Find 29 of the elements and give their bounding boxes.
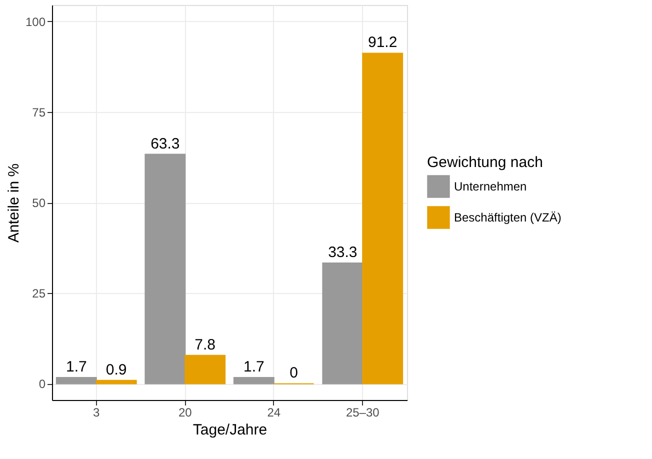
y-tick-label: 50: [32, 196, 46, 210]
bar: [184, 354, 226, 384]
y-axis-title: Anteile in %: [5, 163, 22, 243]
bar: [233, 377, 274, 384]
x-tick-label: 24: [267, 406, 281, 420]
data-label: 0: [290, 364, 298, 382]
legend-label: Unternehmen: [454, 180, 527, 194]
y-tick-label: 100: [25, 14, 46, 29]
y-tick-label: 75: [32, 105, 46, 120]
data-label: 63.3: [150, 135, 180, 152]
data-label: 1.7: [243, 358, 264, 376]
bar: [96, 380, 137, 384]
x-axis-title: Tage/Jahre: [192, 422, 268, 438]
bar: [322, 262, 364, 384]
data-label: 0.9: [106, 361, 127, 378]
data-label: 33.3: [328, 244, 358, 262]
legend-label: Beschäftigten (VZÄ): [454, 210, 562, 224]
x-tick-label: 25–30: [346, 406, 380, 420]
y-tick-label: 25: [32, 286, 46, 301]
data-label: 91.2: [368, 34, 398, 52]
legend-title: Gewichtung nach: [427, 154, 543, 171]
bar: [362, 52, 404, 384]
data-label: 1.7: [66, 358, 87, 376]
y-tick-label: 0: [38, 377, 46, 392]
x-tick-label: 3: [93, 406, 100, 420]
bar: [144, 154, 186, 384]
data-label: 7.8: [194, 336, 216, 354]
bar: [56, 377, 97, 384]
x-tick-label: 20: [178, 406, 192, 420]
